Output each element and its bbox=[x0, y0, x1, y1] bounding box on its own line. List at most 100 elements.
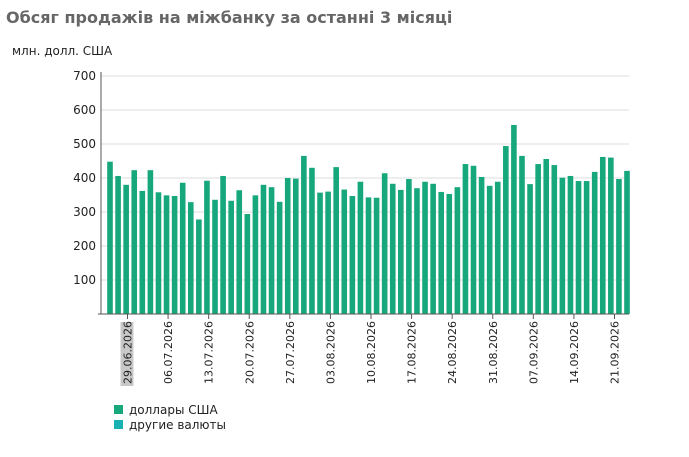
bar[interactable] bbox=[115, 175, 121, 314]
bar[interactable] bbox=[301, 155, 307, 314]
bar[interactable] bbox=[333, 167, 339, 314]
x-tick-label: 24.08.2026 bbox=[446, 321, 459, 384]
y-tick-label: 600 bbox=[73, 103, 96, 117]
bar[interactable] bbox=[519, 155, 525, 314]
bar[interactable] bbox=[365, 197, 372, 314]
bar[interactable] bbox=[599, 156, 606, 314]
chart-title: Обсяг продажів на міжбанку за останні 3 … bbox=[6, 8, 453, 27]
bar[interactable] bbox=[624, 170, 630, 314]
bar[interactable] bbox=[503, 146, 509, 314]
bar[interactable] bbox=[276, 201, 283, 314]
legend-item-usd[interactable]: доллары США bbox=[114, 402, 226, 417]
y-tick-label: 100 bbox=[73, 273, 96, 287]
bar[interactable] bbox=[616, 179, 622, 314]
bar[interactable] bbox=[551, 165, 558, 314]
bar[interactable] bbox=[398, 189, 404, 314]
x-tick-label: 21.09.2026 bbox=[609, 321, 622, 384]
bar[interactable] bbox=[381, 173, 388, 314]
y-tick-label: 400 bbox=[73, 171, 96, 185]
bar[interactable] bbox=[511, 124, 517, 315]
bar[interactable] bbox=[462, 164, 469, 314]
bar[interactable] bbox=[325, 191, 331, 314]
bar[interactable] bbox=[179, 182, 186, 314]
bar[interactable] bbox=[454, 187, 461, 314]
bar[interactable] bbox=[535, 164, 541, 314]
x-tick-label: 29.06.2026 bbox=[122, 321, 135, 384]
bar[interactable] bbox=[212, 199, 218, 314]
bar-chart: 100 200 300 400 500 600 700 29.06.2026 06.07.20… bbox=[73, 69, 630, 386]
bar[interactable] bbox=[486, 185, 493, 314]
x-tick-label: 10.08.2026 bbox=[365, 321, 378, 384]
bar[interactable] bbox=[284, 178, 291, 314]
bar[interactable] bbox=[575, 181, 582, 314]
x-tick-label: 17.08.2026 bbox=[406, 321, 419, 384]
bar[interactable] bbox=[494, 181, 501, 314]
bar[interactable] bbox=[123, 184, 129, 314]
bar[interactable] bbox=[268, 187, 275, 314]
y-tick-label: 700 bbox=[73, 69, 96, 83]
bar[interactable] bbox=[204, 180, 210, 314]
bar[interactable] bbox=[309, 167, 315, 314]
legend-label-usd: доллары США bbox=[129, 402, 218, 417]
x-tick-highlight bbox=[120, 322, 134, 386]
bar[interactable] bbox=[406, 179, 412, 314]
y-tick-label: 200 bbox=[73, 239, 96, 253]
bar[interactable] bbox=[414, 188, 420, 314]
bar[interactable] bbox=[470, 165, 477, 314]
x-tick-label: 20.07.2026 bbox=[243, 321, 256, 384]
y-axis-unit-label: млн. долл. США bbox=[12, 44, 113, 58]
x-tick-label: 07.09.2026 bbox=[527, 321, 540, 384]
bar[interactable] bbox=[196, 219, 202, 314]
bar[interactable] bbox=[430, 183, 436, 314]
y-tick-label: 300 bbox=[73, 205, 96, 219]
legend-swatch-other bbox=[114, 420, 123, 429]
bar[interactable] bbox=[236, 190, 243, 314]
bar[interactable] bbox=[341, 189, 348, 314]
bar[interactable] bbox=[220, 175, 226, 314]
bar[interactable] bbox=[608, 157, 614, 314]
bar[interactable] bbox=[147, 170, 154, 314]
axes bbox=[98, 72, 629, 315]
bar[interactable] bbox=[559, 177, 566, 314]
bar[interactable] bbox=[163, 195, 170, 314]
bar[interactable] bbox=[349, 196, 356, 314]
bar[interactable] bbox=[583, 181, 590, 314]
bar[interactable] bbox=[317, 192, 323, 314]
bar[interactable] bbox=[171, 196, 178, 314]
bar[interactable] bbox=[155, 192, 162, 314]
x-tick-label: 31.08.2026 bbox=[487, 321, 500, 384]
bars bbox=[107, 124, 630, 315]
bar[interactable] bbox=[244, 214, 251, 314]
bar[interactable] bbox=[373, 197, 380, 314]
legend-label-other: другие валюты bbox=[129, 417, 226, 432]
bar[interactable] bbox=[228, 200, 234, 314]
legend-swatch-usd bbox=[114, 405, 123, 414]
bar[interactable] bbox=[389, 183, 396, 314]
bar[interactable] bbox=[567, 175, 574, 314]
x-tick-label: 13.07.2026 bbox=[203, 321, 216, 384]
bar[interactable] bbox=[131, 170, 138, 314]
bar[interactable] bbox=[252, 195, 259, 314]
bar[interactable] bbox=[357, 181, 364, 314]
bar[interactable] bbox=[292, 178, 299, 314]
bar[interactable] bbox=[478, 176, 485, 314]
x-tick-label: 06.07.2026 bbox=[162, 321, 175, 384]
bar[interactable] bbox=[527, 184, 533, 314]
bar[interactable] bbox=[446, 193, 453, 314]
bar[interactable] bbox=[260, 184, 267, 314]
x-tick-labels: 29.06.2026 06.07.2026 13.07.2026 20.07.2026… bbox=[120, 314, 622, 386]
bar[interactable] bbox=[107, 161, 113, 314]
x-tick-label: 03.08.2026 bbox=[324, 321, 337, 384]
bar[interactable] bbox=[543, 158, 550, 314]
bar[interactable] bbox=[438, 191, 445, 314]
bar[interactable] bbox=[187, 202, 194, 314]
bar[interactable] bbox=[422, 181, 428, 314]
y-tick-label: 500 bbox=[73, 137, 96, 151]
legend: доллары США другие валюты bbox=[114, 402, 226, 432]
bar[interactable] bbox=[591, 171, 598, 314]
x-tick-label: 14.09.2026 bbox=[568, 321, 581, 384]
legend-item-other[interactable]: другие валюты bbox=[114, 417, 226, 432]
bar[interactable] bbox=[139, 190, 146, 314]
y-tick-labels: 100 200 300 400 500 600 700 bbox=[73, 69, 96, 287]
x-tick-label: 27.07.2026 bbox=[284, 321, 297, 384]
